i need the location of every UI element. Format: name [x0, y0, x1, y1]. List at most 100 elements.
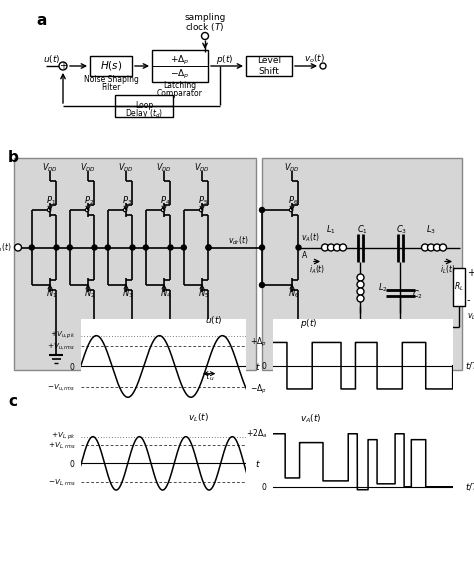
Text: $i_L(t)$: $i_L(t)$	[440, 263, 456, 276]
Text: $P_2$: $P_2$	[84, 194, 94, 207]
Text: $N_4$: $N_4$	[160, 288, 172, 300]
Text: $P_5$: $P_5$	[198, 194, 209, 207]
Circle shape	[357, 274, 364, 281]
Circle shape	[181, 245, 186, 250]
Text: +: +	[59, 61, 67, 71]
Circle shape	[92, 245, 97, 250]
Text: $N_6$: $N_6$	[288, 288, 300, 300]
Text: b: b	[8, 150, 19, 165]
Circle shape	[339, 244, 346, 251]
Text: $+V_{L,rms}$: $+V_{L,rms}$	[47, 440, 76, 450]
Text: Loop: Loop	[135, 101, 153, 111]
Text: $L_1$: $L_1$	[326, 223, 336, 236]
Text: $p(t)$: $p(t)$	[300, 317, 317, 330]
Circle shape	[105, 245, 110, 250]
Text: $t$: $t$	[255, 361, 261, 372]
Text: $v_{dr}(t)$: $v_{dr}(t)$	[228, 234, 248, 247]
Text: $0$: $0$	[261, 360, 267, 371]
Text: sampling: sampling	[184, 14, 226, 22]
Text: clock ($T$): clock ($T$)	[185, 21, 225, 33]
Bar	[90, 56, 132, 76]
Text: $v_L(t)$: $v_L(t)$	[467, 310, 474, 321]
Text: Comparator: Comparator	[157, 88, 203, 97]
Text: $V_{DD}$: $V_{DD}$	[80, 162, 96, 174]
Text: $-V_{u,rms}$: $-V_{u,rms}$	[47, 382, 76, 392]
Text: Class D Amplifier: Class D Amplifier	[317, 371, 407, 381]
Text: $v_o(t)$: $v_o(t)$	[304, 53, 326, 65]
Text: $-V_{L,rms}$: $-V_{L,rms}$	[47, 477, 76, 487]
Text: $i_A(t)$: $i_A(t)$	[309, 263, 325, 276]
Text: $v_A(t)$: $v_A(t)$	[300, 413, 321, 425]
Text: $t/T$: $t/T$	[465, 360, 474, 371]
Text: +: +	[467, 267, 474, 278]
Text: $-\Delta_p$: $-\Delta_p$	[170, 67, 190, 80]
Circle shape	[421, 244, 428, 251]
Circle shape	[434, 244, 440, 251]
Text: $+\Delta_p$: $+\Delta_p$	[170, 54, 190, 67]
Circle shape	[357, 288, 364, 295]
Circle shape	[67, 245, 73, 250]
Text: $C_3$: $C_3$	[396, 223, 408, 236]
Text: $H(s)$: $H(s)$	[100, 59, 122, 72]
Text: $C_1$: $C_1$	[356, 223, 367, 236]
Circle shape	[296, 245, 301, 250]
Bar	[152, 50, 208, 82]
Text: A: A	[301, 251, 307, 260]
Text: $-\Delta_p$: $-\Delta_p$	[250, 382, 267, 396]
Text: Driver: Driver	[119, 371, 151, 381]
Circle shape	[47, 208, 51, 211]
Text: $N_3$: $N_3$	[122, 288, 134, 300]
Text: $+2\Delta_a$: $+2\Delta_a$	[246, 428, 267, 440]
Text: $V_{DD}$: $V_{DD}$	[42, 162, 58, 174]
Circle shape	[168, 245, 173, 250]
Bar	[262, 158, 462, 370]
Circle shape	[15, 244, 21, 251]
Text: Latching: Latching	[164, 82, 197, 91]
Circle shape	[439, 244, 447, 251]
Text: $0$: $0$	[69, 458, 76, 469]
Circle shape	[206, 245, 211, 250]
Text: a: a	[36, 13, 46, 28]
Text: $t/T$: $t/T$	[465, 481, 474, 492]
Circle shape	[143, 245, 148, 250]
Circle shape	[85, 208, 89, 211]
Circle shape	[334, 244, 340, 251]
Text: Delay ($t_d$): Delay ($t_d$)	[125, 107, 163, 120]
Text: $N_2$: $N_2$	[84, 288, 96, 300]
Text: $\tau_u$: $\tau_u$	[204, 373, 214, 383]
Text: $v_{in}(t)$: $v_{in}(t)$	[0, 241, 12, 254]
Circle shape	[130, 245, 135, 250]
Text: $V_{DD}$: $V_{DD}$	[284, 162, 300, 174]
Text: Filter: Filter	[101, 83, 121, 92]
Text: $R_L$: $R_L$	[454, 280, 464, 293]
Circle shape	[357, 295, 364, 302]
Text: $u(t)$: $u(t)$	[43, 53, 61, 65]
Text: $u(t)$: $u(t)$	[205, 314, 222, 326]
Text: $C_2$: $C_2$	[412, 288, 423, 301]
Bar	[14, 158, 256, 370]
Text: $t$: $t$	[255, 458, 261, 469]
Text: $P_3$: $P_3$	[122, 194, 132, 207]
Text: Noise Shaping: Noise Shaping	[83, 75, 138, 84]
Circle shape	[29, 245, 34, 250]
Circle shape	[123, 208, 127, 211]
Bar	[115, 95, 173, 117]
Text: $N_5$: $N_5$	[198, 288, 210, 300]
Text: $V_{DD}$: $V_{DD}$	[156, 162, 172, 174]
Circle shape	[328, 244, 335, 251]
Text: $+V_{u,rms}$: $+V_{u,rms}$	[47, 341, 76, 351]
Text: $v_L(t)$: $v_L(t)$	[189, 411, 210, 424]
Text: $P_4$: $P_4$	[160, 194, 171, 207]
Circle shape	[200, 208, 203, 211]
Text: Level
Shift: Level Shift	[257, 56, 281, 76]
Text: $V_{DD}$: $V_{DD}$	[194, 162, 210, 174]
Text: $P_1$: $P_1$	[46, 194, 56, 207]
Text: $L_2$: $L_2$	[379, 281, 388, 294]
Circle shape	[54, 245, 59, 250]
Text: $P_6$: $P_6$	[288, 194, 299, 207]
Text: $v_A(t)$: $v_A(t)$	[301, 231, 320, 244]
Circle shape	[206, 245, 211, 250]
Text: $+V_{u,pk}$: $+V_{u,pk}$	[50, 330, 76, 341]
Text: $0$: $0$	[69, 361, 76, 372]
Text: $N_1$: $N_1$	[46, 288, 57, 300]
